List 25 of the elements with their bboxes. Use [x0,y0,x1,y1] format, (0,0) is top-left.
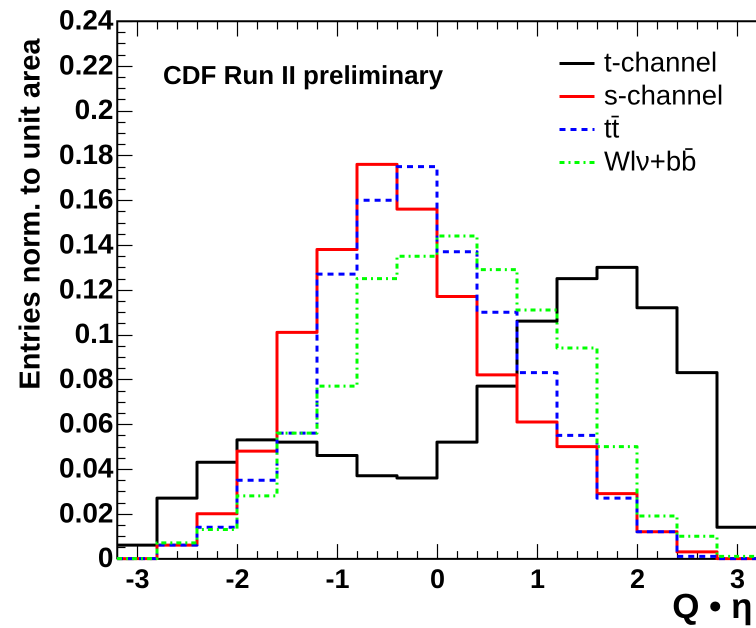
y-tick-label: 0.06 [59,408,114,439]
y-tick-label: 0.18 [59,138,114,170]
x-tick-label: 2 [630,564,646,594]
legend-label: Wlν+bb̄ [604,146,696,176]
y-tick-label: 0.04 [59,452,114,484]
y-tick-label: 0 [98,542,114,574]
x-tick-label: -3 [126,564,150,594]
x-tick-label: -1 [326,564,350,594]
y-tick-label: 0.22 [59,49,114,80]
legend-label: s-channel [604,80,724,110]
x-tick-label: 0 [430,564,446,594]
y-tick-label: 0.08 [59,362,114,394]
y-tick-label: 0.12 [59,273,114,304]
x-tick-label: 1 [530,564,546,594]
y-tick-label: 0.02 [59,497,114,528]
y-tick-label: 0.24 [59,4,114,36]
y-tick-label: 0.2 [74,94,114,126]
x-tick-label: -2 [226,564,250,594]
annotation: CDF Run II preliminary [163,60,444,90]
legend-label: tt̄ [604,112,620,144]
y-tick-label: 0.1 [74,318,114,350]
y-tick-label: 0.16 [59,184,114,215]
y-axis-title: Entries norm. to unit area [14,38,47,390]
legend-label: t-channel [604,46,718,78]
y-tick-label: 0.14 [59,228,114,260]
